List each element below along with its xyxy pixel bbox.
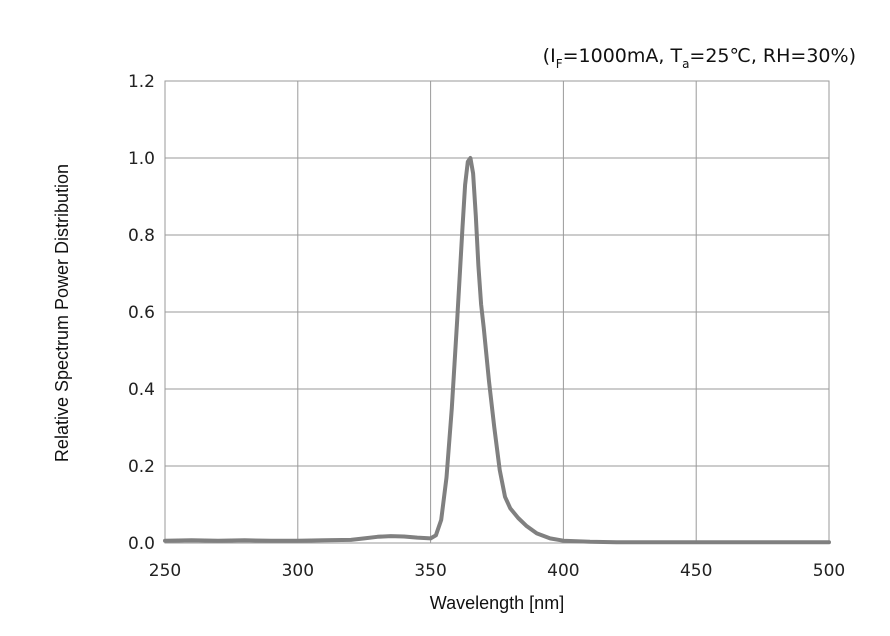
y-tick-labels: 0.0 0.2 0.4 0.6 0.8 1.0 1.2	[128, 72, 155, 554]
x-tick-labels: 250 300 350 400 450 500	[149, 561, 845, 581]
y-tick-label: 1.0	[128, 149, 155, 169]
y-tick-label: 1.2	[128, 72, 155, 92]
plot-frame	[164, 80, 830, 544]
x-tick-label: 300	[282, 561, 314, 581]
test-conditions: (IF=1000mA, Ta=25℃, RH=30%)	[543, 45, 856, 71]
cond-sub-a: a	[682, 57, 689, 71]
y-tick-label: 0.0	[128, 534, 155, 554]
cond-open: (I	[543, 45, 556, 67]
grid	[164, 80, 830, 544]
x-tick-label: 500	[813, 561, 845, 581]
spectrum-line	[163, 156, 831, 545]
x-tick-label: 400	[547, 561, 579, 581]
cond-sub-f: F	[556, 57, 563, 71]
y-tick-label: 0.6	[128, 303, 155, 323]
x-tick-label: 350	[414, 561, 446, 581]
y-axis-label: Relative Spectrum Power Distribution	[52, 164, 72, 462]
x-tick-label: 450	[680, 561, 712, 581]
y-tick-label: 0.4	[128, 380, 155, 400]
cond-current: =1000mA, T	[563, 45, 683, 67]
x-tick-label: 250	[149, 561, 181, 581]
y-tick-label: 0.8	[128, 226, 155, 246]
y-tick-label: 0.2	[128, 457, 155, 477]
cond-rest: =25℃, RH=30%)	[689, 45, 856, 67]
x-axis-label: Wavelength [nm]	[430, 593, 564, 613]
